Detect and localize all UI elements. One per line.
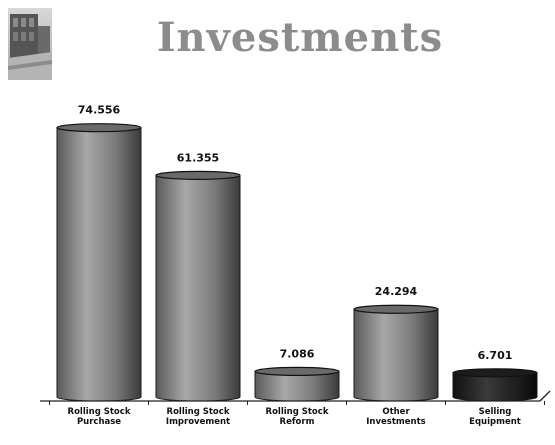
slide-title: Investments bbox=[156, 14, 444, 61]
category-label: Purchase bbox=[77, 417, 121, 427]
category-label: Selling bbox=[479, 407, 512, 417]
bar-body bbox=[56, 127, 142, 402]
value-label: 24.294 bbox=[375, 285, 418, 298]
bar-5 bbox=[452, 368, 538, 402]
bar-2 bbox=[155, 170, 241, 402]
x-axis-tail bbox=[539, 390, 551, 402]
category-label: Reform bbox=[280, 417, 315, 427]
bars-layer bbox=[56, 123, 538, 402]
category-label: Equipment bbox=[469, 417, 521, 427]
bar-body bbox=[155, 174, 241, 402]
bar-body bbox=[353, 308, 439, 402]
category-label: Rolling Stock bbox=[68, 407, 131, 417]
value-label: 74.556 bbox=[78, 104, 121, 117]
building-photo-graphic bbox=[8, 8, 52, 80]
category-label: Investments bbox=[366, 417, 425, 427]
category-label: Rolling Stock bbox=[167, 407, 230, 417]
bar-cap bbox=[56, 123, 142, 133]
bar-4 bbox=[353, 304, 439, 402]
axis-layer bbox=[40, 390, 551, 405]
bar-cap bbox=[155, 170, 241, 180]
category-label: Rolling Stock bbox=[266, 407, 329, 417]
bar-1 bbox=[56, 123, 142, 402]
category-label: Other bbox=[382, 407, 410, 417]
bar-cap bbox=[353, 304, 439, 314]
building-photo bbox=[8, 8, 52, 80]
value-label: 61.355 bbox=[177, 151, 219, 164]
value-label: 6.701 bbox=[478, 349, 513, 362]
bar-cap bbox=[452, 368, 538, 378]
category-label: Improvement bbox=[166, 417, 230, 427]
value-label: 7.086 bbox=[280, 347, 315, 360]
bar-3 bbox=[254, 366, 340, 402]
bar-cap bbox=[254, 366, 340, 377]
